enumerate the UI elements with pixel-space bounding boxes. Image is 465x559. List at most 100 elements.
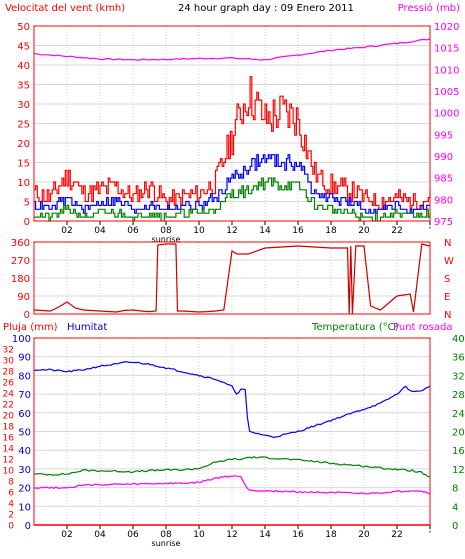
y-tick-label: 1010 xyxy=(434,65,459,76)
dewpoint-axis-label: Punt rosada xyxy=(393,322,452,333)
direction-degree-ticks: 0 90 180 270 360 xyxy=(11,238,30,321)
y-tick-label: 975 xyxy=(434,217,453,228)
x-tick-label: 16 xyxy=(292,530,304,540)
y-tick-label: 28 xyxy=(452,390,465,401)
x-tick-label: 18 xyxy=(325,226,337,236)
y-tick-label: 30 xyxy=(17,100,30,111)
humidity-ticks: 0 10 20 30 40 50 60 70 80 90 100 xyxy=(12,334,31,532)
x-tick-label: 12 xyxy=(226,226,237,236)
x-tick-label: 22 xyxy=(391,530,402,540)
y-tick-label: 32 xyxy=(452,371,465,382)
rain-tick-label: 20 xyxy=(3,412,15,422)
x-tick-label: 04 xyxy=(94,530,106,540)
x-tick-label: 08 xyxy=(160,530,172,540)
x-tick-label: 10 xyxy=(193,226,205,236)
rain-tick-label: 22 xyxy=(3,401,14,411)
y-tick-label: 100 xyxy=(12,334,31,345)
y-tick-label: E xyxy=(444,292,450,303)
y-tick-label: 0 xyxy=(24,217,30,228)
y-tick-label: 0 xyxy=(25,521,31,532)
y-tick-label: 1000 xyxy=(434,109,459,120)
rain-tick-label: 4 xyxy=(8,500,14,510)
y-tick-label: 985 xyxy=(434,174,453,185)
y-tick-label: 270 xyxy=(11,256,30,267)
wind-speed-ticks: 0 5 10 15 20 25 30 35 40 45 50 xyxy=(17,22,30,228)
rain-tick-label: 28 xyxy=(3,368,15,378)
y-tick-label: 20 xyxy=(452,428,465,439)
series-line-temperature xyxy=(33,456,431,478)
x-tick-label: 14 xyxy=(259,530,271,540)
wind-pressure-panel: Velocitat del vent (kmh) 24 hour graph d… xyxy=(5,2,460,244)
y-tick-label: 80 xyxy=(18,371,31,382)
series-line-dewpoint xyxy=(33,475,431,495)
temperature-x-ticks: 02 04 06 08 10 12 14 16 18 20 22 ' xyxy=(61,525,431,540)
temperature-plot-frame xyxy=(33,337,431,526)
rain-tick-label: 2 xyxy=(8,511,14,521)
pressure-ticks: 975 980 985 990 995 1000 1005 1010 1015 1020 xyxy=(434,22,459,228)
rain-tick-label: 8 xyxy=(8,478,14,488)
rain-tick-label: 18 xyxy=(3,423,15,433)
x-tick-label: 06 xyxy=(127,226,139,236)
y-tick-label: 36 xyxy=(452,353,465,364)
y-tick-label: 90 xyxy=(18,353,31,364)
rain-tick-label: 32 xyxy=(3,346,14,356)
y-tick-label: 50 xyxy=(18,428,31,439)
y-tick-label: 35 xyxy=(17,81,30,92)
y-tick-label: 20 xyxy=(17,139,30,150)
y-tick-label: 10 xyxy=(17,178,30,189)
x-tick-label: 22 xyxy=(391,226,402,236)
x-tick-label: 08 xyxy=(160,226,172,236)
x-tick-label: ' xyxy=(429,530,431,540)
sunrise-label: sunrise xyxy=(152,235,181,244)
temperature-axis-label: Temperatura (°C) xyxy=(311,322,399,333)
humidity-axis-label: Humitat xyxy=(67,322,107,333)
y-tick-label: 0 xyxy=(452,521,458,532)
y-tick-label: 45 xyxy=(17,42,30,53)
rain-tick-label: 12 xyxy=(3,456,14,466)
y-tick-label: 1020 xyxy=(434,22,459,33)
wind-x-ticks: 02 04 06 08 10 12 14 16 18 20 22 ' xyxy=(61,221,431,236)
x-tick-label: 20 xyxy=(358,530,370,540)
y-tick-label: 20 xyxy=(18,484,31,495)
x-tick-label: 14 xyxy=(259,226,271,236)
rain-tick-label: 6 xyxy=(8,489,14,499)
x-tick-label: 18 xyxy=(325,530,337,540)
rain-tick-label: 14 xyxy=(3,445,15,455)
y-tick-label: 16 xyxy=(452,446,465,457)
temperature-gridlines xyxy=(34,338,430,525)
x-tick-label: 10 xyxy=(193,530,205,540)
y-tick-label: 980 xyxy=(434,195,453,206)
y-tick-label: 10 xyxy=(18,502,31,513)
y-tick-label: 4 xyxy=(452,502,458,513)
y-tick-label: 180 xyxy=(11,274,30,285)
rain-axis-label: Pluja (mm) xyxy=(3,322,58,333)
y-tick-label: 24 xyxy=(452,409,465,420)
chart-title: 24 hour graph day : 09 Enero 2011 xyxy=(178,3,354,14)
pressure-axis-label: Pressió (mb) xyxy=(398,2,460,14)
y-tick-label: 990 xyxy=(434,152,453,163)
x-tick-label: 06 xyxy=(127,530,139,540)
wind-series xyxy=(33,38,431,222)
series-line-average xyxy=(34,154,430,214)
y-tick-label: 8 xyxy=(452,484,458,495)
y-tick-label: 90 xyxy=(17,292,30,303)
x-tick-label: 16 xyxy=(292,226,304,236)
series-line-minimum xyxy=(34,177,431,222)
temperature-humidity-panel: Pluja (mm) Humitat Temperatura (°C) Punt… xyxy=(3,322,465,548)
wind-plot-frame xyxy=(33,25,431,222)
rain-tick-label: 24 xyxy=(3,390,15,400)
y-tick-label: S xyxy=(444,274,450,285)
y-tick-label: 995 xyxy=(434,130,453,141)
series-line-gust xyxy=(34,76,431,210)
x-tick-label: 02 xyxy=(61,226,72,236)
direction-gridlines xyxy=(34,242,430,314)
temperature-ticks: 0 4 8 12 16 20 24 28 32 36 40 xyxy=(452,334,465,532)
rain-tick-label: 16 xyxy=(3,434,15,444)
y-tick-label: 1005 xyxy=(434,87,459,98)
y-tick-label: 0 xyxy=(24,310,30,321)
x-tick-label: 04 xyxy=(94,226,106,236)
